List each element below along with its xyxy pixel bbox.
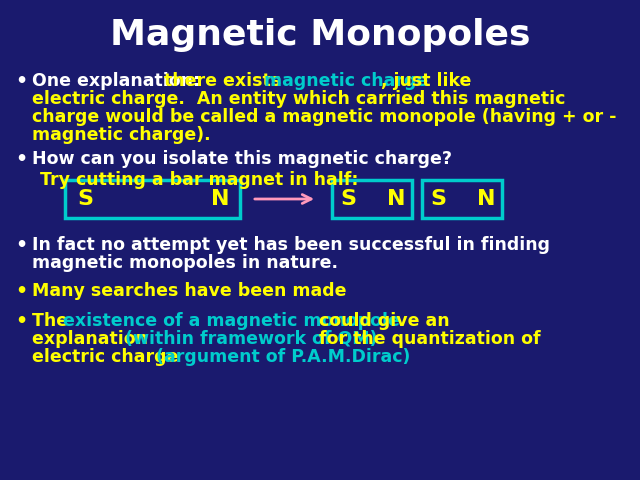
Text: •: • — [15, 72, 27, 91]
Text: there exists: there exists — [164, 72, 287, 90]
Text: One explanation:: One explanation: — [32, 72, 206, 90]
Text: S: S — [77, 189, 93, 209]
Text: charge would be called a magnetic monopole (having + or -: charge would be called a magnetic monopo… — [32, 108, 616, 126]
Text: •: • — [15, 150, 27, 169]
FancyBboxPatch shape — [332, 180, 412, 218]
Text: S: S — [340, 189, 356, 209]
Text: magnetic charge: magnetic charge — [264, 72, 429, 90]
Text: •: • — [15, 312, 27, 331]
Text: Many searches have been made: Many searches have been made — [32, 282, 346, 300]
Text: In fact no attempt yet has been successful in finding: In fact no attempt yet has been successf… — [32, 236, 550, 254]
Text: The: The — [32, 312, 74, 330]
Text: magnetic charge).: magnetic charge). — [32, 126, 211, 144]
Text: existence of a magnetic monopole: existence of a magnetic monopole — [63, 312, 406, 330]
Text: •: • — [15, 282, 27, 301]
Text: electric charge.  An entity which carried this magnetic: electric charge. An entity which carried… — [32, 90, 565, 108]
Text: for the quantization of: for the quantization of — [319, 330, 540, 348]
FancyBboxPatch shape — [65, 180, 240, 218]
FancyBboxPatch shape — [422, 180, 502, 218]
Text: N: N — [477, 189, 495, 209]
Text: explanation: explanation — [32, 330, 154, 348]
Text: electric charge: electric charge — [32, 348, 184, 366]
Text: N: N — [387, 189, 405, 209]
Text: How can you isolate this magnetic charge?: How can you isolate this magnetic charge… — [32, 150, 452, 168]
Text: , just like: , just like — [381, 72, 471, 90]
Text: N: N — [211, 189, 229, 209]
Text: •: • — [15, 236, 27, 255]
Text: (within framework of QM): (within framework of QM) — [125, 330, 383, 348]
Text: Try cutting a bar magnet in half:: Try cutting a bar magnet in half: — [40, 171, 358, 189]
Text: S: S — [430, 189, 446, 209]
Text: could give an: could give an — [319, 312, 449, 330]
Text: Magnetic Monopoles: Magnetic Monopoles — [109, 18, 531, 52]
Text: magnetic monopoles in nature.: magnetic monopoles in nature. — [32, 254, 338, 272]
Text: (argument of P.A.M.Dirac): (argument of P.A.M.Dirac) — [156, 348, 410, 366]
